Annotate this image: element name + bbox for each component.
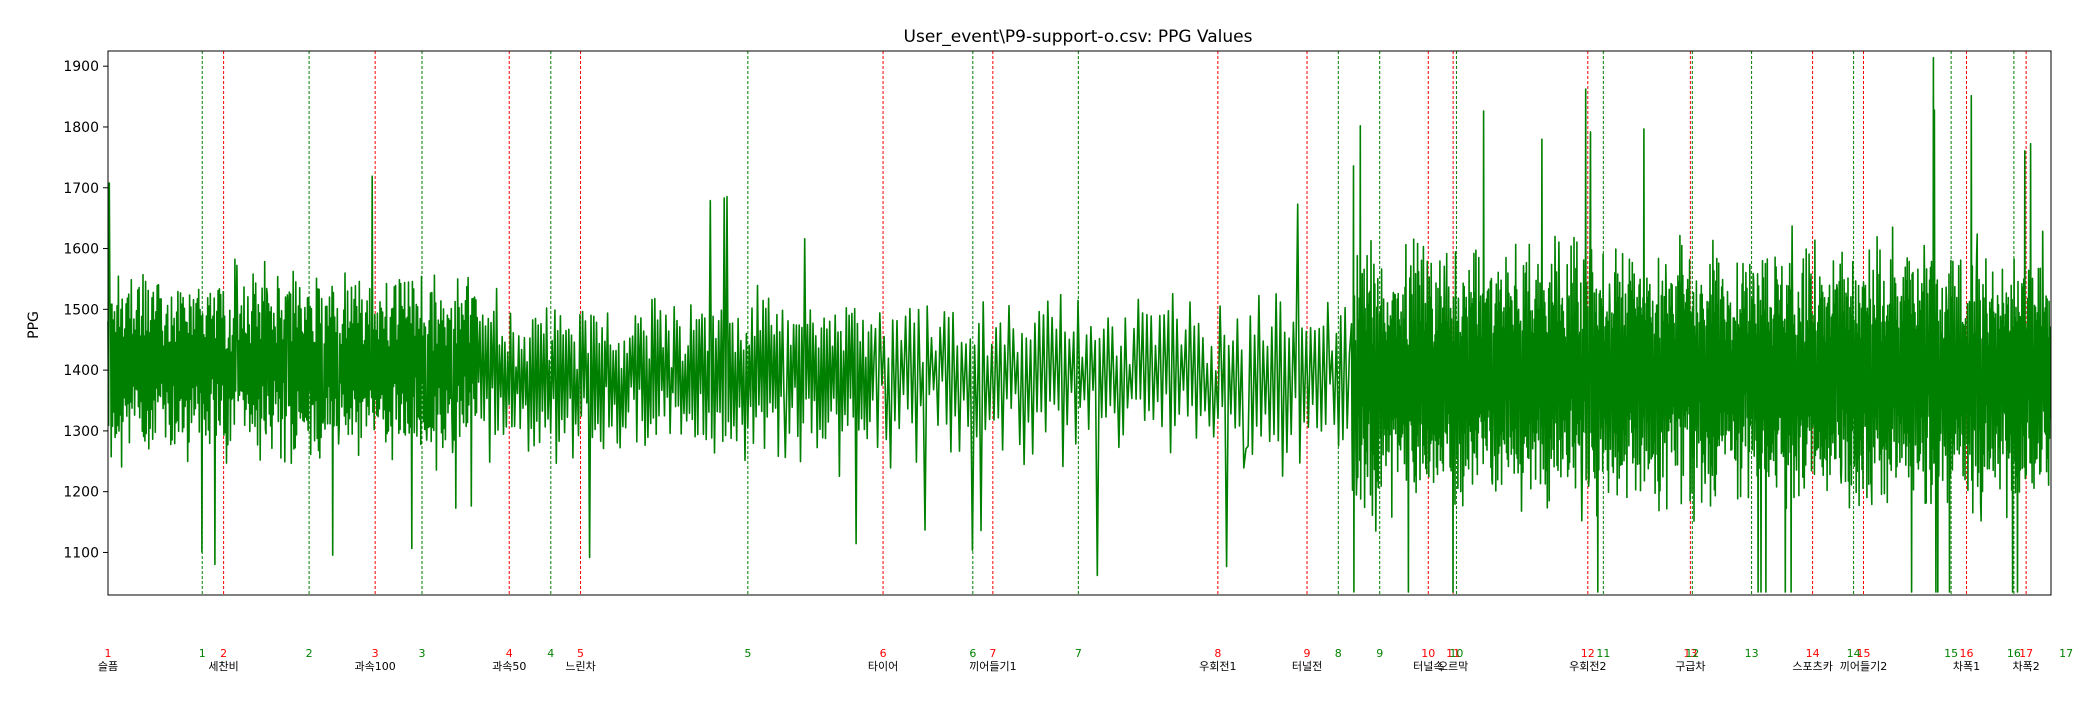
event-number-start-8: 8: [1214, 647, 1221, 660]
event-name-5: 느린차: [565, 660, 595, 673]
event-number-end-1: 1: [199, 647, 206, 660]
event-name-6: 타이어: [868, 660, 898, 673]
event-number-start-9: 9: [1304, 647, 1311, 660]
event-number-end-16: 16: [2007, 647, 2021, 660]
event-number-start-4: 4: [506, 647, 513, 660]
event-name-9: 터널전: [1292, 660, 1322, 673]
event-number-start-16: 16: [1959, 647, 1973, 660]
event-name-13: 구급차: [1675, 660, 1705, 673]
event-number-start-17: 17: [2019, 647, 2033, 660]
ppg-series-line: [107, 56, 2052, 593]
event-number-end-3: 3: [418, 647, 425, 660]
event-number-start-12: 12: [1581, 647, 1595, 660]
event-number-end-17: 17: [2059, 647, 2073, 660]
event-name-1: 슬픔: [98, 660, 118, 673]
y-axis-ticks: 1100 1200 1300 1400 1500 1600 1700 1800 1900: [63, 59, 108, 561]
y-tick-label: 1500: [63, 302, 99, 318]
event-number-end-10: 10: [1449, 647, 1463, 660]
event-name-16: 차폭1: [1953, 660, 1980, 673]
event-number-end-2: 2: [306, 647, 313, 660]
event-name-8: 우회전1: [1199, 660, 1236, 673]
event-number-end-9: 9: [1376, 647, 1383, 660]
event-number-end-4: 4: [547, 647, 554, 660]
event-number-start-7: 7: [989, 647, 996, 660]
event-number-start-3: 3: [372, 647, 379, 660]
y-tick-label: 1700: [63, 181, 99, 197]
y-tick-label: 1900: [63, 59, 99, 75]
event-name-2: 세찬비: [208, 659, 238, 673]
ppg-series: [107, 56, 2052, 593]
y-tick-label: 1200: [63, 485, 99, 501]
event-name-10: 터널속: [1413, 660, 1443, 673]
event-number-end-15: 15: [1944, 647, 1958, 660]
y-tick-label: 1400: [63, 363, 99, 379]
event-name-4: 과속50: [492, 660, 526, 673]
plot-frame: [107, 50, 2052, 596]
event-name-11: 오르막: [1438, 660, 1468, 673]
event-number-start-5: 5: [577, 647, 584, 660]
event-number-end-14: 14: [1847, 647, 1861, 660]
event-number-end-6: 6: [969, 647, 976, 660]
event-name-3: 과속100: [355, 660, 396, 673]
event-name-17: 차폭2: [2013, 660, 2040, 673]
event-number-end-11: 11: [1596, 647, 1610, 660]
event-number-end-13: 13: [1745, 647, 1759, 660]
event-number-end-5: 5: [744, 647, 751, 660]
event-number-start-11: 11: [1446, 647, 1460, 660]
event-number-start-1: 1: [105, 647, 112, 660]
y-tick-label: 1600: [63, 242, 99, 258]
event-number-start-6: 6: [880, 647, 887, 660]
chart-title: User_event\P9-support-o.csv: PPG Values: [904, 27, 1253, 47]
y-tick-label: 1300: [63, 424, 99, 440]
event-name-7: 끼어들기1: [969, 660, 1016, 673]
event-number-start-2: 2: [220, 647, 227, 660]
y-tick-label: 1800: [63, 120, 99, 136]
y-axis-label: PPG: [26, 311, 42, 339]
event-name-12: 우회전2: [1569, 660, 1606, 673]
event-name-15: 끼어들기2: [1840, 660, 1887, 673]
event-number-start-10: 10: [1421, 647, 1435, 660]
event-number-end-8: 8: [1335, 647, 1342, 660]
event-number-start-15: 15: [1857, 647, 1871, 660]
event-number-start-13: 13: [1683, 647, 1697, 660]
y-tick-label: 1100: [63, 545, 99, 561]
event-number-end-12: 12: [1685, 647, 1699, 660]
event-name-14: 스포츠카: [1792, 660, 1832, 673]
event-number-end-7: 7: [1075, 647, 1082, 660]
event-number-start-14: 14: [1806, 647, 1820, 660]
